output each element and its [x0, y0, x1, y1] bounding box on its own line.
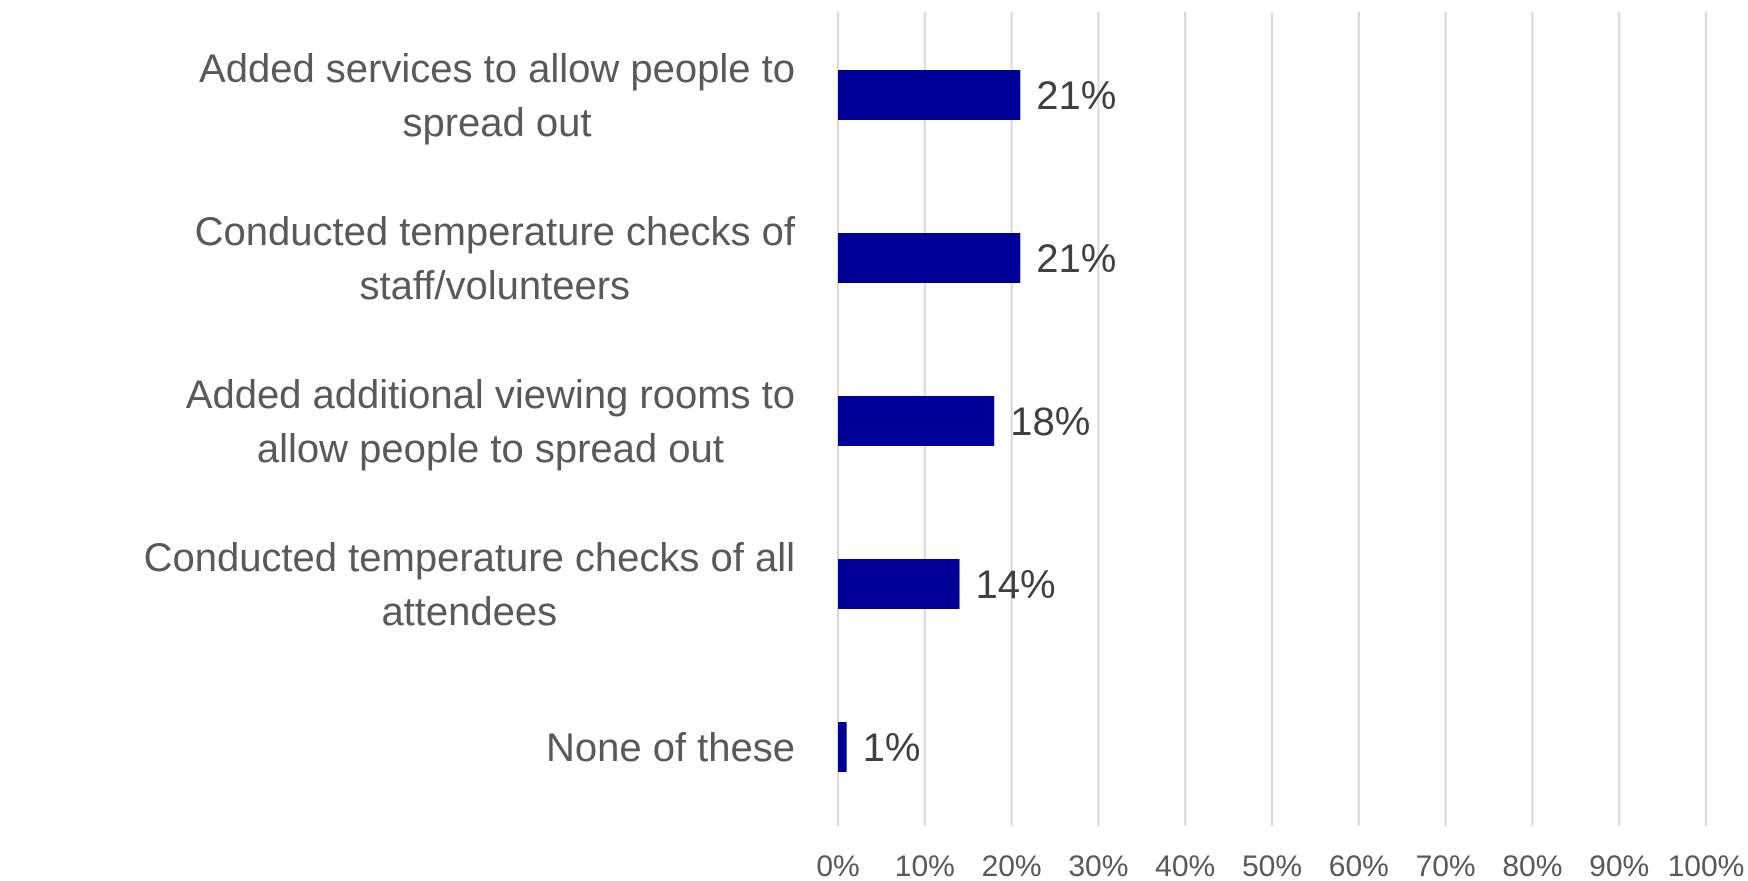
x-tick-label: 40%: [1155, 850, 1215, 881]
category-label-line: Conducted temperature checks of: [195, 210, 796, 254]
bar: [838, 70, 1021, 120]
bar: [838, 396, 995, 446]
category-label: Conducted temperature checks of staff/vol…: [195, 210, 796, 308]
category-label-line: staff/volunteers: [360, 264, 631, 308]
data-label: 1%: [863, 726, 921, 770]
x-tick-label: 80%: [1502, 850, 1562, 881]
category-label-line: None of these: [546, 726, 795, 770]
data-label: 21%: [1036, 237, 1116, 281]
x-axis-tick-labels: 0% 10% 20% 30% 40% 50% 60% 70% 80% 90% 100%: [816, 850, 1744, 881]
x-tick-label: 30%: [1068, 850, 1128, 881]
x-tick-label: 90%: [1589, 850, 1649, 881]
x-tick-label: 70%: [1416, 850, 1476, 881]
category-label-line: spread out: [402, 101, 591, 145]
data-label: 18%: [1010, 400, 1090, 444]
category-label: Added additional viewing rooms to allow p…: [186, 373, 795, 471]
category-label-line: Conducted temperature checks of all: [144, 536, 795, 580]
bar: [838, 233, 1021, 283]
category-label-line: allow people to spread out: [257, 427, 724, 471]
category-label-line: Added additional viewing rooms to: [186, 373, 795, 417]
x-tick-label: 0%: [816, 850, 859, 881]
gridlines: [837, 12, 1707, 826]
category-label-line: Added services to allow people to: [199, 47, 795, 91]
category-label: Added services to allow people to spread …: [199, 47, 795, 145]
bars: [838, 70, 1021, 772]
x-tick-label: 100%: [1668, 850, 1745, 881]
category-label: Conducted temperature checks of all atten…: [144, 536, 795, 634]
data-labels: 21% 21% 18% 14% 1%: [863, 74, 1117, 770]
data-label: 14%: [976, 563, 1056, 607]
x-tick-label: 20%: [982, 850, 1042, 881]
x-tick-label: 50%: [1242, 850, 1302, 881]
x-tick-label: 60%: [1329, 850, 1389, 881]
data-label: 21%: [1036, 74, 1116, 118]
category-label: None of these: [546, 726, 795, 770]
x-tick-label: 10%: [895, 850, 955, 881]
bar: [838, 722, 847, 772]
category-labels: Added services to allow people to spread …: [144, 47, 796, 770]
bar: [838, 559, 960, 609]
category-label-line: attendees: [381, 590, 557, 634]
